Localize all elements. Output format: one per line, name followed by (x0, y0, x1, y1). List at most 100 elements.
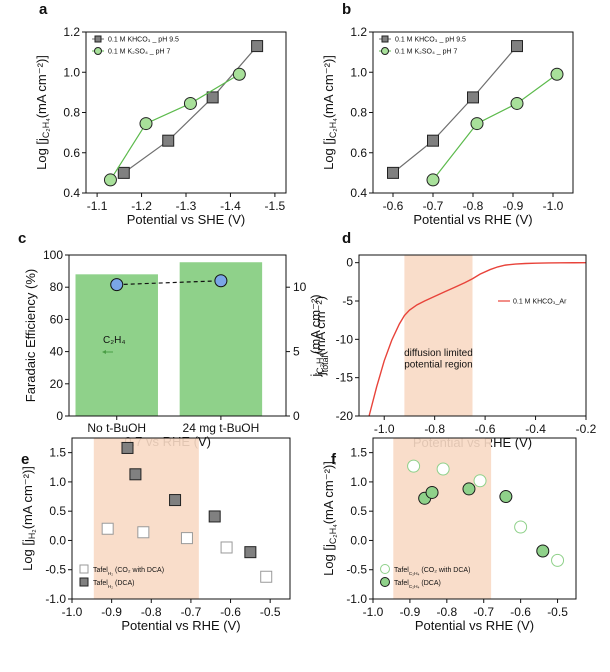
panel-letter-a: a (39, 1, 48, 18)
x-tick-label-b: -0.8 (463, 199, 484, 213)
panel-e: e -1.0 -0.9 -0.8 -0.7 -0.6 -0.5 Potential vs RH… (20, 437, 291, 633)
data-point-f-1 (536, 544, 550, 558)
plot-frame-c (68, 254, 287, 417)
y-tick-label-b: 1.0 (350, 65, 367, 79)
y-axis-label-d-sub: total (320, 355, 330, 372)
legend-marker-e (79, 577, 89, 587)
legend-label-b: 0.1 M KHCO₃ _ pH 9.5 (395, 37, 466, 44)
data-point-f-0 (407, 459, 421, 473)
data-point-e-0 (137, 526, 150, 539)
data-point-b-1 (426, 173, 440, 187)
plot-frame-d (358, 254, 587, 417)
y-tick-label-e: -1.0 (45, 592, 66, 606)
x-tick-label-f: -1.0 (363, 605, 384, 619)
legend-marker-a (94, 47, 102, 55)
legend-marker-b (381, 47, 389, 55)
data-point-a-1 (183, 96, 197, 110)
y-tick-label-a: 0.4 (63, 186, 80, 200)
panel-letter-e: e (21, 451, 29, 468)
y-tick-label-b: 0.6 (350, 146, 367, 160)
data-point-f-1 (462, 482, 476, 496)
y-tick-label-c: 40 (50, 345, 64, 359)
x-tick-label-b: -0.9 (503, 199, 524, 213)
shade-label-line2: potential region (404, 360, 472, 371)
y2-tick-label-c: 10 (293, 280, 307, 294)
x-tick-label-b: -0.7 (423, 199, 444, 213)
y-tick-label-d: -5 (342, 294, 353, 308)
y-tick-label-e: 1.0 (49, 475, 66, 489)
data-point-e-0 (101, 522, 114, 535)
panel-letter-c: c (18, 230, 26, 247)
y2-axis-label-c-tail: (mA cm⁻²) (308, 294, 323, 354)
shaded-region-d (404, 255, 473, 416)
y-axis-label-a-sub: C₂H₄ (41, 118, 51, 138)
data-point-b-1 (470, 117, 484, 131)
legend-marker-f (380, 564, 390, 574)
y-tick-label-b: 0.8 (350, 106, 367, 120)
panel-a: a -1.1 -1.2 -1.3 -1.4 -1.5 Potential vs SHE (V… (34, 1, 287, 227)
data-point-e-0 (220, 541, 233, 554)
y-tick-label-f: -1.0 (346, 592, 367, 606)
legend-label-f: TafelC₂H₄ (DCA) (394, 580, 441, 590)
y-tick-label-f: 0.0 (350, 533, 367, 547)
x-tick-label-a: -1.4 (220, 199, 241, 213)
data-point-b-1 (550, 67, 564, 81)
legend-label-e-sub: H₂ (108, 571, 113, 577)
bar-0 (75, 274, 158, 416)
x-tick-label-f: -0.5 (547, 605, 568, 619)
x-tick-label-d: -1.0 (374, 422, 395, 436)
x-tick-label-f: -0.8 (436, 605, 457, 619)
data-point-f-0 (514, 520, 528, 534)
y-axis-label-d-tail: (mA cm⁻²) (313, 296, 328, 356)
legend-marker-e (79, 564, 89, 574)
y-axis-label-b-main: Log [j (321, 138, 336, 170)
panel-d: d-1.0-0.8-0.6-0.4-0.2Potential vs RHE (V… (313, 230, 597, 450)
data-point-a-0 (206, 91, 219, 104)
y-axis-label-a-tail: (mA cm⁻²)] (34, 55, 49, 118)
data-point-f-0 (473, 474, 487, 488)
current-trace-d (368, 261, 587, 417)
data-point-e-1 (121, 441, 134, 454)
data-point-b-0 (467, 91, 479, 104)
x-tick-label-a: -1.2 (131, 199, 152, 213)
category-label-1: 24 mg t-BuOH (183, 421, 260, 435)
y-tick-label-f: 1.5 (350, 446, 367, 460)
y-tick-label-e: 0.5 (49, 504, 66, 518)
data-point-b-0 (387, 166, 399, 179)
x-tick-label-a: -1.1 (87, 199, 108, 213)
legend-label-f-sub: C₂H₄ (409, 571, 420, 577)
x-tick-label-e: -0.7 (181, 605, 202, 619)
x-tick-label-e: -1.0 (62, 605, 83, 619)
y-tick-label-b: 0.4 (350, 186, 367, 200)
bar-1 (179, 262, 263, 416)
panel-letter-b: b (342, 1, 351, 18)
current-point-0 (110, 278, 124, 292)
shade-label-line1: diffusion limited (404, 348, 473, 359)
legend-label-b: 0.1 M K₂SO₄ _ pH 7 (395, 49, 457, 56)
category-label-0: No t-BuOH (87, 421, 146, 435)
y-tick-label-a: 1.0 (63, 65, 80, 79)
y-axis-label-f: Log [jC₂H₄(mA cm⁻²)] (321, 461, 338, 576)
x-tick-label-e: -0.5 (260, 605, 281, 619)
y-tick-label-a: 0.8 (63, 106, 80, 120)
x-tick-label-d: -0.8 (424, 422, 445, 436)
legend-label-e-sub: H₂ (108, 584, 113, 590)
x-tick-label-f: -0.7 (473, 605, 494, 619)
y-axis-label-f-main: Log [j (321, 544, 336, 576)
legend-label-a: 0.1 M K₂SO₄ _ pH 7 (108, 49, 170, 56)
y2-axis-label-c-sub: C₂H₄ (315, 354, 325, 374)
x-axis-label-b: Potential vs RHE (V) (413, 212, 532, 227)
y-tick-label-e: 0.0 (49, 533, 66, 547)
x-tick-label-b: -1.0 (543, 199, 564, 213)
y-tick-label-f: 1.0 (350, 475, 367, 489)
plot-frame-e (71, 437, 291, 600)
data-point-e-0 (260, 570, 273, 583)
legend-label-e-tail: (DCA) (113, 580, 134, 587)
y-axis-label-a-main: Log [j (34, 138, 49, 170)
legend-label-f: TafelC₂H₄ (CO₂ with DCA) (394, 567, 470, 577)
y-tick-label-b: 1.2 (350, 25, 367, 39)
data-point-f-0 (551, 553, 565, 567)
data-point-e-0 (180, 532, 193, 545)
x-tick-label-e: -0.8 (141, 605, 162, 619)
data-point-e-1 (244, 546, 257, 559)
